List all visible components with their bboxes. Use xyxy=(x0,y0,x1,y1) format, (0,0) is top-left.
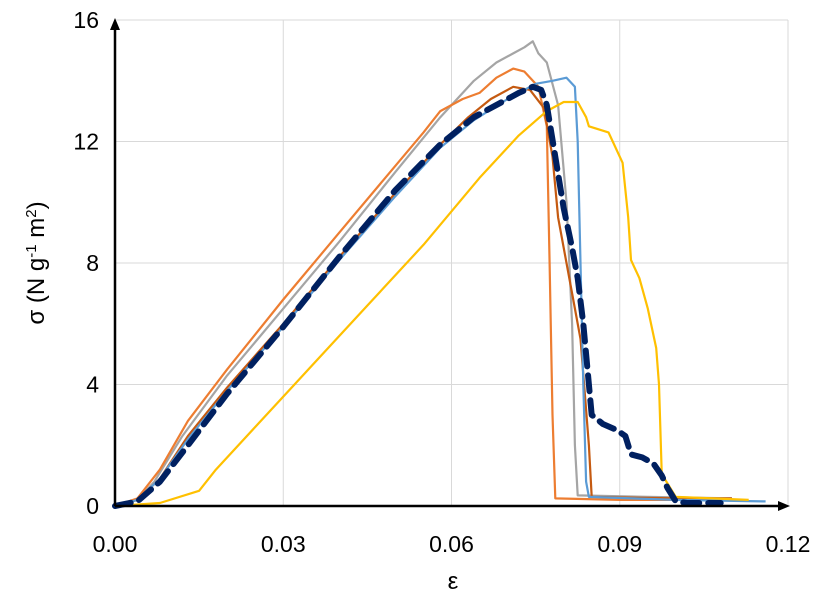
y-axis-title-superscript-1: -1 xyxy=(23,244,40,257)
y-tick-label: 4 xyxy=(86,372,99,398)
grid xyxy=(115,19,789,506)
x-tick-label: 0.12 xyxy=(766,531,811,557)
x-tick-label: 0.03 xyxy=(261,531,306,557)
y-tick-label: 8 xyxy=(86,250,99,276)
x-axis-title: ε xyxy=(448,568,459,595)
series-line-6 xyxy=(112,83,724,509)
series-line-3 xyxy=(114,85,732,508)
y-tick-label: 0 xyxy=(86,493,99,519)
y-tick-label: 12 xyxy=(73,129,99,155)
tick-labels: 0 4 8 12 16 0.00 0.03 0.06 0.09 0.12 xyxy=(73,7,810,557)
x-tick-label: 0.00 xyxy=(93,531,138,557)
y-axis-arrow xyxy=(110,18,120,30)
x-tick-label: 0.06 xyxy=(429,531,474,557)
x-axis-arrow xyxy=(778,501,790,511)
y-axis-title: σ (N g-1 m2) xyxy=(23,201,51,324)
plot-area xyxy=(112,40,766,509)
y-axis-title-part-2: m xyxy=(23,218,50,245)
series-line-5 xyxy=(114,100,749,508)
series-line-1 xyxy=(114,40,732,508)
y-tick-label: 16 xyxy=(73,7,99,33)
y-axis-title-superscript-2: 2 xyxy=(23,209,40,217)
x-tick-label: 0.09 xyxy=(597,531,642,557)
y-axis-title-part-3: ) xyxy=(23,201,50,209)
axes xyxy=(110,18,790,511)
y-axis-title-part-1: σ (N g xyxy=(23,258,50,325)
series-line-2 xyxy=(114,67,732,508)
